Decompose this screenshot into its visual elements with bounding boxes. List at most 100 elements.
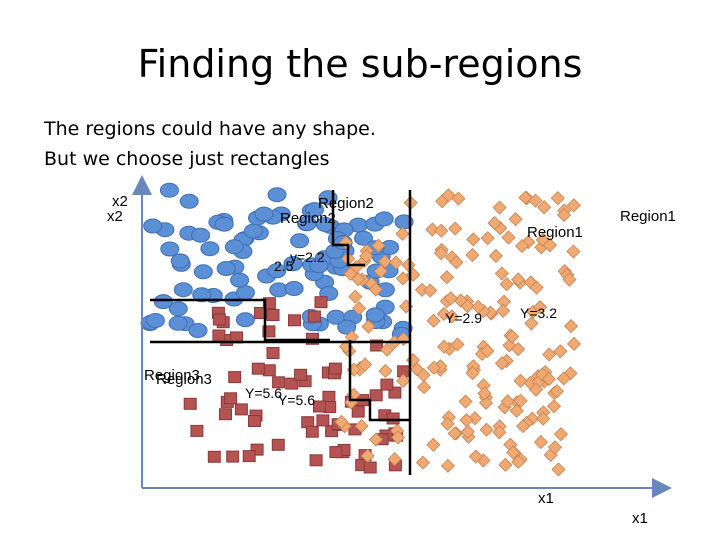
- class-orange-point: [468, 449, 483, 464]
- class-orange-point: [387, 452, 402, 467]
- class-blue-point: [283, 256, 303, 271]
- class-orange-point: [515, 419, 531, 434]
- class-orange-point: [433, 246, 449, 261]
- class-orange-point: [448, 221, 463, 236]
- class-blue-point: [214, 216, 234, 232]
- class-orange-point: [415, 455, 431, 470]
- class-orange-point: [426, 437, 441, 452]
- class-blue-point: [267, 263, 287, 279]
- class-red-point: [316, 414, 330, 427]
- class-red-point: [388, 386, 402, 399]
- class-red-point: [224, 392, 238, 405]
- class-blue-point: [191, 227, 211, 243]
- class-orange-point: [547, 440, 562, 455]
- body-line-1: The regions could have any shape.: [44, 118, 376, 140]
- class-orange-point: [524, 316, 539, 331]
- split-label-y32: Y=3.2: [520, 305, 557, 321]
- class-orange-point: [395, 271, 411, 286]
- class-orange-point: [417, 380, 432, 395]
- class-blue-point: [216, 261, 236, 276]
- class-blue-point: [170, 253, 190, 269]
- class-orange-point: [425, 222, 440, 237]
- class-orange-point: [380, 342, 395, 357]
- class-orange-point: [549, 384, 564, 399]
- class-orange-point: [542, 238, 558, 253]
- class-blue-point: [168, 315, 188, 331]
- class-orange-point: [511, 272, 526, 287]
- class-orange-point: [511, 342, 526, 357]
- class-orange-point: [551, 462, 566, 477]
- class-orange-point: [498, 457, 513, 472]
- class-orange-point: [566, 244, 581, 259]
- class-orange-point: [359, 248, 374, 264]
- class-red-point: [305, 425, 319, 438]
- class-orange-point: [480, 343, 495, 359]
- class-blue-point: [315, 217, 335, 232]
- class-orange-point: [465, 366, 480, 381]
- class-orange-point: [426, 360, 441, 375]
- region3-label-shadow: Region3: [156, 371, 212, 388]
- class-orange-point: [377, 254, 393, 269]
- class-orange-point: [563, 319, 579, 334]
- class-red-point: [313, 400, 326, 413]
- slide-title: Finding the sub-regions: [137, 42, 583, 86]
- class-orange-point: [506, 445, 521, 460]
- class-red-point: [251, 362, 265, 375]
- region1-label: Region1: [620, 208, 676, 225]
- class-orange-point: [492, 425, 507, 440]
- class-orange-point: [536, 200, 552, 215]
- split-label-y32-shadow: Y=2.9: [445, 310, 482, 326]
- class-orange-point: [494, 266, 509, 281]
- class-orange-point: [449, 255, 464, 270]
- class-orange-point: [553, 344, 568, 359]
- class-orange-point: [471, 299, 486, 314]
- class-blue-point: [179, 193, 199, 209]
- class-red-point: [212, 313, 226, 326]
- class-red-point: [262, 364, 276, 377]
- class-orange-point: [334, 414, 349, 429]
- class-blue-point: [145, 313, 165, 328]
- class-blue-point: [224, 239, 244, 255]
- class-orange-point: [536, 411, 551, 426]
- class-red-point: [190, 424, 204, 437]
- class-orange-point: [360, 448, 375, 463]
- split-label-y56-shadow: Y=5.6: [278, 392, 315, 408]
- class-orange-point: [546, 399, 562, 414]
- region2-label-shadow: Region2: [280, 210, 336, 227]
- class-red-point: [250, 443, 264, 456]
- class-orange-point: [434, 223, 449, 238]
- class-blue-point: [305, 202, 324, 218]
- class-red-point: [234, 403, 248, 416]
- class-orange-point: [437, 339, 452, 354]
- split-label-y56: Y=5.6: [245, 385, 282, 401]
- class-orange-point: [529, 280, 544, 295]
- class-red-point: [285, 377, 299, 390]
- class-orange-point: [401, 257, 416, 273]
- class-orange-point: [458, 394, 473, 409]
- class-orange-point: [460, 299, 475, 314]
- class-red-point: [363, 461, 377, 474]
- class-orange-point: [396, 373, 411, 388]
- class-red-point: [328, 362, 342, 375]
- class-orange-point: [358, 357, 373, 372]
- class-orange-point: [566, 336, 582, 351]
- class-blue-point: [267, 187, 287, 203]
- boundary-region2: [331, 190, 365, 267]
- class-red-point: [369, 389, 383, 402]
- class-blue-point: [284, 281, 304, 296]
- class-orange-point: [344, 329, 359, 344]
- y-axis-label-shadow: x2: [107, 208, 123, 225]
- class-orange-point: [550, 191, 565, 206]
- class-orange-point: [542, 347, 557, 362]
- boundary-region3-top: [150, 298, 330, 342]
- y-axis-label: x2: [112, 193, 128, 210]
- class-orange-point: [496, 303, 511, 318]
- class-blue-point: [235, 285, 255, 301]
- class-orange-point: [487, 216, 502, 231]
- class-orange-point: [528, 382, 544, 397]
- class-blue-point: [192, 287, 212, 303]
- class-red-point: [228, 371, 242, 384]
- class-blue-point: [374, 211, 394, 227]
- class-orange-point: [373, 264, 388, 279]
- class-orange-point: [480, 231, 495, 246]
